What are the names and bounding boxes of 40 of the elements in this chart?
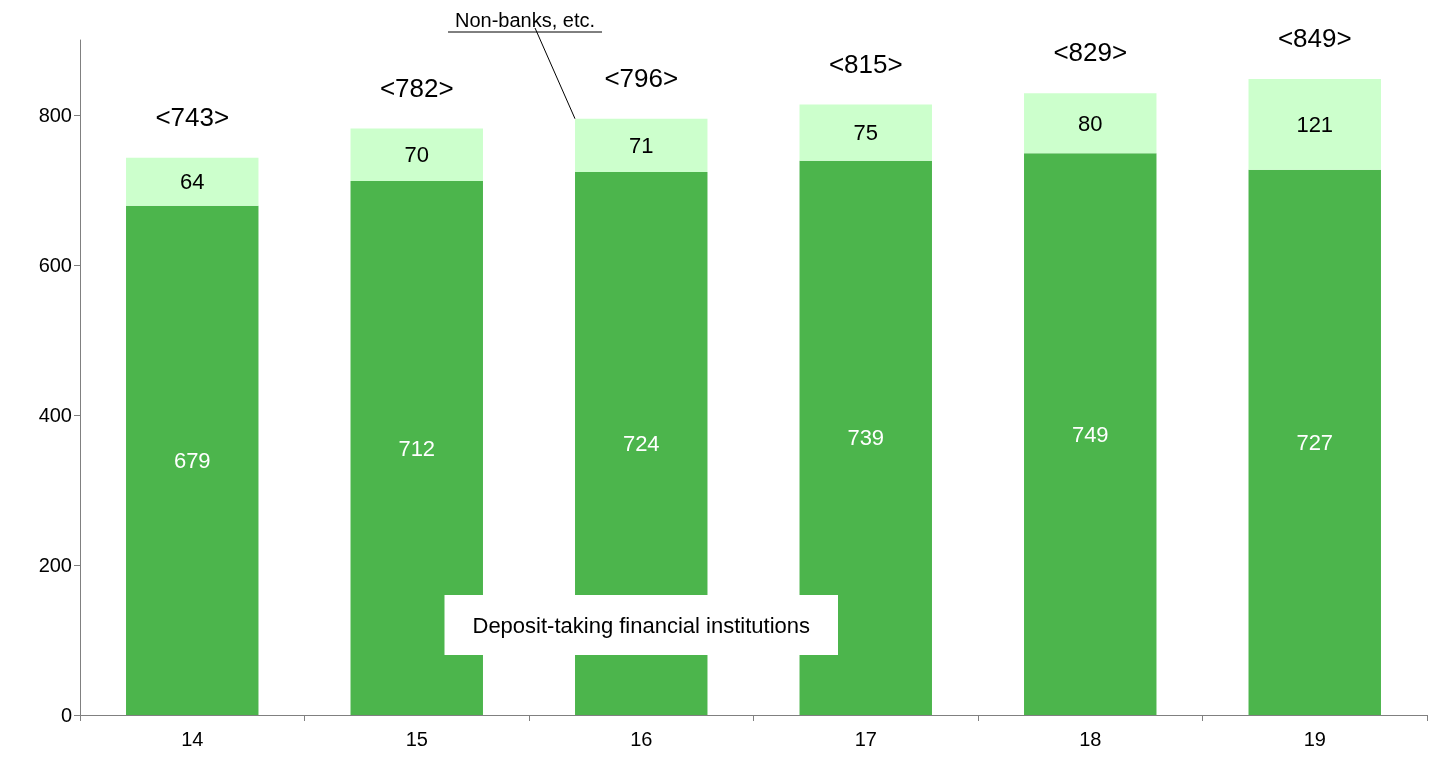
bar — [799, 104, 932, 161]
text: Non-banks, etc. — [454, 9, 596, 31]
total-label: <796> — [604, 62, 679, 93]
data-label: 679 — [173, 447, 211, 473]
x-tick-label: 18 — [1079, 728, 1102, 750]
data-label: 71 — [629, 132, 654, 158]
bar — [126, 157, 259, 206]
total-label: <743> — [155, 101, 230, 132]
data-label: 727 — [1296, 429, 1334, 455]
data-label: 739 — [847, 425, 885, 451]
data-label: 80 — [1078, 110, 1103, 136]
y-tick-label: 800 — [38, 104, 72, 126]
y-tick-label: 600 — [38, 254, 72, 276]
x-tick-label: 19 — [1303, 728, 1326, 750]
total-label: <782> — [379, 72, 454, 103]
y-tick-label: 400 — [38, 404, 72, 426]
y-tick-label: 200 — [38, 554, 72, 576]
total-label: <829> — [1053, 37, 1128, 68]
x-tick-label: 16 — [630, 728, 653, 750]
data-label: 121 — [1296, 111, 1334, 137]
data-label: 75 — [853, 120, 878, 146]
bar — [575, 118, 708, 172]
data-label: 64 — [180, 169, 205, 195]
total-label: <815> — [828, 48, 903, 79]
bar — [1248, 169, 1381, 715]
bar — [1024, 93, 1157, 154]
series-label: Deposit-taking financial institutions — [472, 612, 811, 638]
data-label: 749 — [1071, 421, 1109, 447]
x-tick-label: 17 — [854, 728, 877, 750]
bar — [350, 128, 483, 181]
data-label: 712 — [398, 435, 436, 461]
x-tick-label: 15 — [405, 728, 428, 750]
bar — [126, 205, 259, 715]
data-label: 724 — [622, 431, 660, 456]
data-label: 70 — [404, 142, 429, 168]
bar — [1024, 153, 1157, 715]
y-tick-label: 0 — [60, 704, 72, 726]
total-label: <849> — [1277, 23, 1352, 53]
x-tick-label: 14 — [181, 728, 204, 750]
bar — [1248, 79, 1381, 170]
